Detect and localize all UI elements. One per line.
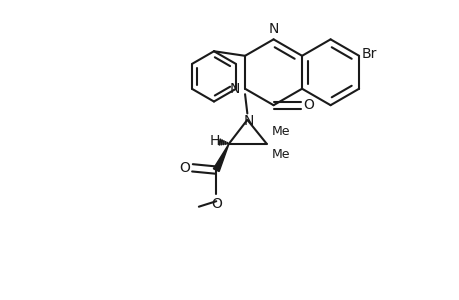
- Text: O: O: [302, 98, 313, 112]
- Text: Me: Me: [271, 148, 290, 161]
- Text: H: H: [209, 134, 219, 148]
- Polygon shape: [213, 144, 229, 172]
- Text: O: O: [210, 196, 221, 211]
- Text: N: N: [229, 82, 239, 96]
- Text: N: N: [243, 114, 253, 128]
- Text: Br: Br: [361, 46, 376, 61]
- Text: N: N: [268, 22, 278, 36]
- Text: O: O: [179, 161, 190, 175]
- Text: Me: Me: [271, 125, 290, 138]
